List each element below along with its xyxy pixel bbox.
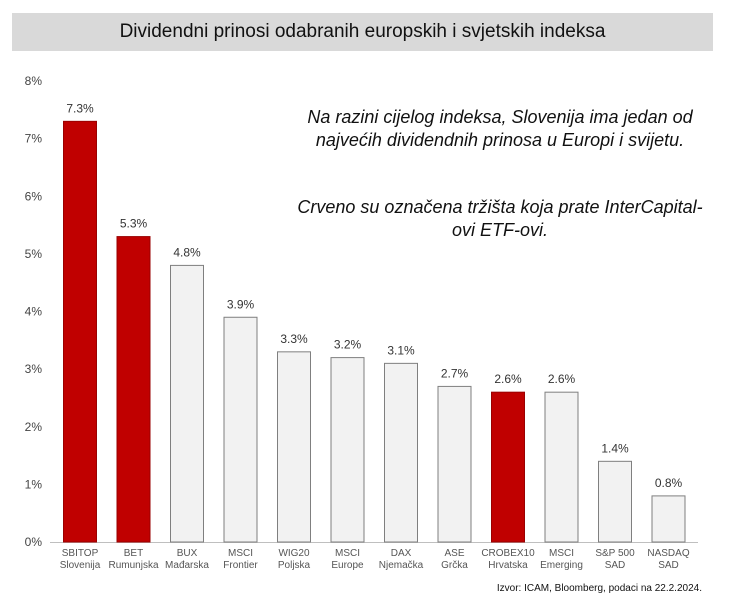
x-tick-label: ASE [444, 548, 464, 559]
x-tick-label: Frontier [223, 560, 258, 571]
bar [223, 316, 258, 543]
y-tick-label: 8% [25, 74, 43, 88]
y-tick-label: 6% [25, 189, 43, 203]
bar [330, 357, 365, 543]
bar [544, 391, 579, 543]
annotation-slovenia: Na razini cijelog indeksa, Slovenija ima… [307, 107, 693, 150]
data-label: 2.6% [548, 372, 576, 386]
bar [651, 495, 686, 543]
x-tick-label: S&P 500 [595, 548, 635, 559]
bar [598, 460, 632, 543]
y-tick-label: 0% [25, 535, 43, 549]
bar [384, 362, 418, 543]
data-label: 3.3% [280, 332, 308, 346]
x-tick-label: Rumunjska [108, 560, 158, 571]
x-tick-label: MSCI [549, 548, 574, 559]
x-tick-label: BET [124, 548, 143, 559]
bar [437, 385, 472, 543]
x-tick-label: Hrvatska [488, 560, 528, 571]
y-tick-label: 5% [25, 247, 43, 261]
bar [170, 264, 204, 543]
data-label: 3.1% [387, 343, 415, 357]
chart-title: Dividendni prinosi odabranih europskih i… [119, 21, 606, 42]
x-tick-label: Mađarska [165, 560, 209, 571]
data-label: 1.4% [601, 441, 629, 455]
bar [277, 351, 311, 543]
annotation-etf: Crveno su označena tržišta koja prate In… [297, 197, 703, 240]
y-tick-label: 4% [25, 305, 43, 319]
bar [116, 236, 151, 543]
x-tick-label: SBITOP [62, 548, 99, 559]
bar [63, 120, 97, 543]
x-tick-label: Njemačka [379, 560, 424, 571]
y-tick-label: 1% [25, 477, 43, 491]
y-tick-label: 7% [25, 132, 43, 146]
x-tick-label: Poljska [278, 560, 311, 571]
source-note: Izvor: ICAM, Bloomberg, podaci na 22.2.2… [496, 583, 702, 594]
data-label: 0.8% [655, 476, 683, 490]
x-tick-label: SAD [658, 560, 679, 571]
x-tick-label: Grčka [441, 560, 468, 571]
x-tick-label: DAX [391, 548, 412, 559]
data-label: 3.2% [334, 338, 362, 352]
bar [491, 391, 525, 543]
x-tick-label: Emerging [540, 560, 583, 571]
y-tick-label: 2% [25, 420, 43, 434]
data-label: 2.6% [494, 372, 522, 386]
data-label: 2.7% [441, 366, 469, 380]
x-tick-label: BUX [177, 548, 198, 559]
x-tick-label: WIG20 [278, 548, 310, 559]
x-tick-label: MSCI [228, 548, 253, 559]
x-tick-label: Slovenija [60, 560, 101, 571]
x-tick-label: Europe [331, 560, 364, 571]
x-tick-label: NASDAQ [647, 548, 689, 559]
data-label: 5.3% [120, 217, 148, 231]
data-label: 7.3% [66, 101, 94, 115]
data-label: 4.8% [173, 245, 201, 259]
chart-title-bar: Dividendni prinosi odabranih europskih i… [12, 13, 713, 51]
x-tick-label: CROBEX10 [481, 548, 535, 559]
x-tick-label: SAD [605, 560, 626, 571]
y-tick-label: 3% [25, 362, 43, 376]
data-label: 3.9% [227, 297, 255, 311]
x-tick-label: MSCI [335, 548, 360, 559]
